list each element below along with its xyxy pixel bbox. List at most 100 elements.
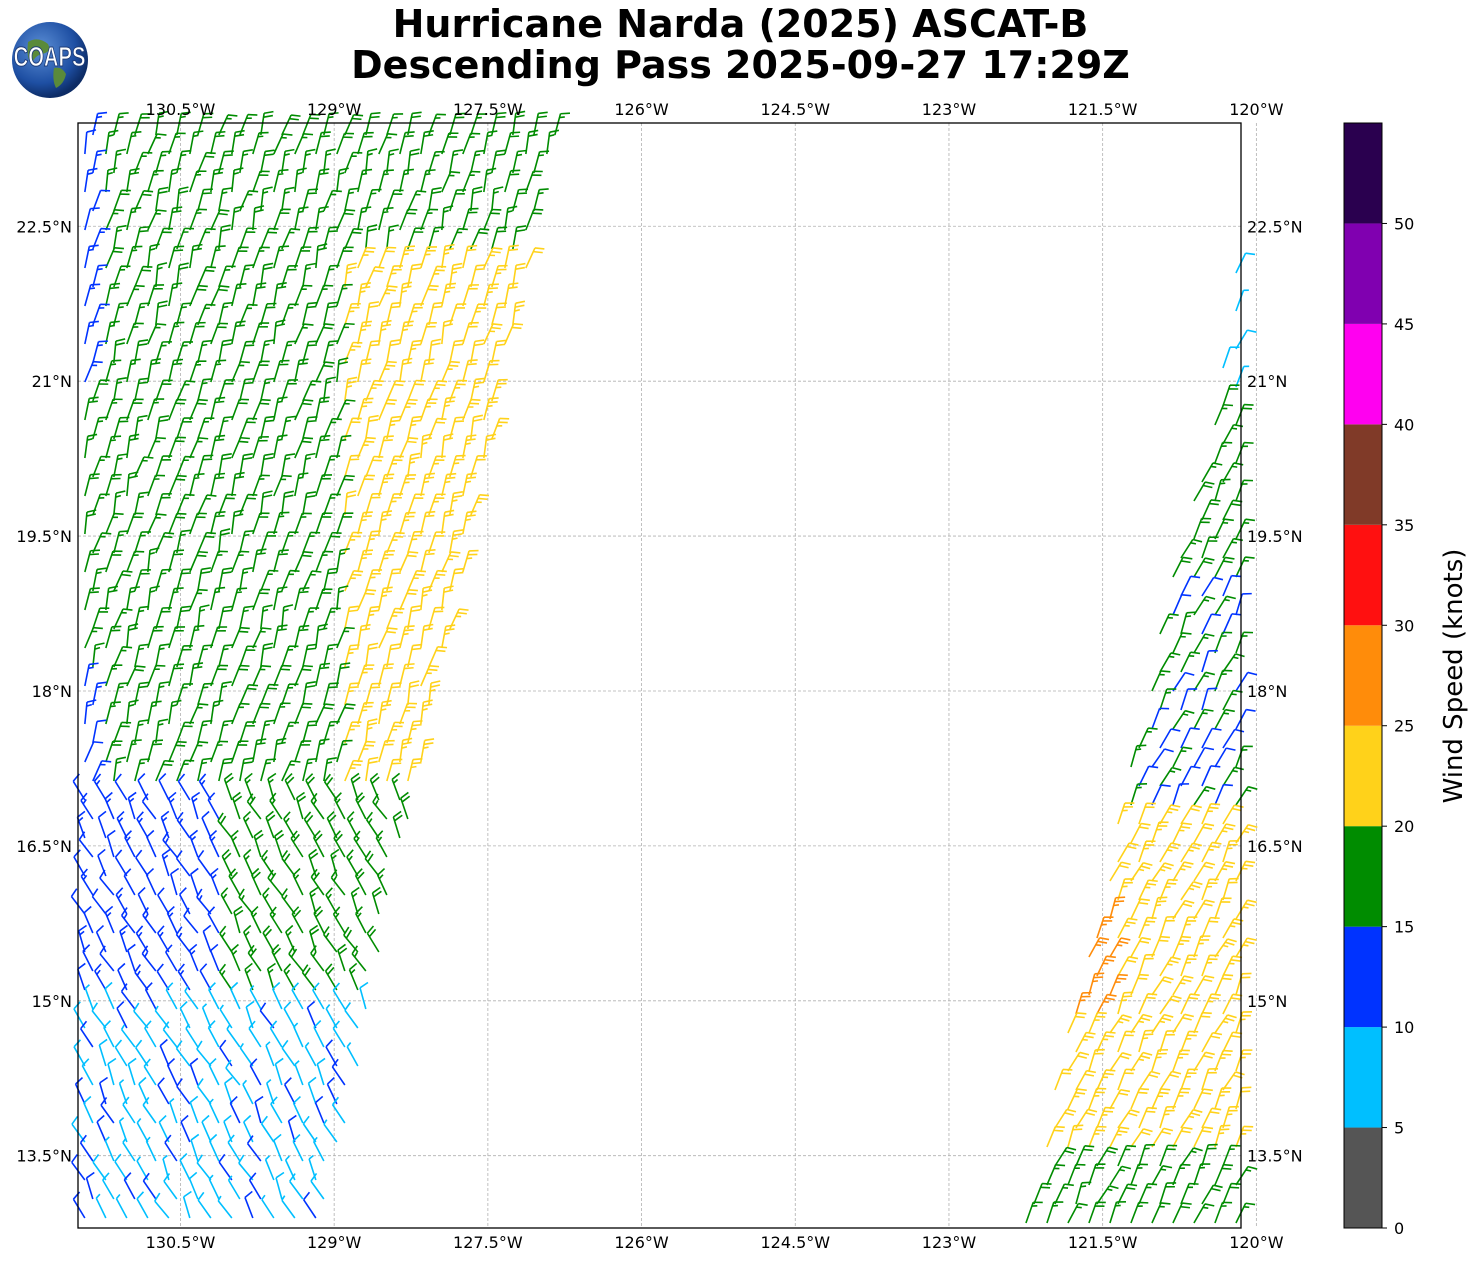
wind-barb <box>315 168 330 193</box>
wind-barb <box>1172 632 1192 654</box>
wind-barb <box>123 868 136 896</box>
wind-barb <box>92 416 109 440</box>
wind-barb <box>1138 727 1158 749</box>
wind-barb <box>428 606 445 630</box>
wind-barb <box>239 264 255 288</box>
wind-barb <box>420 208 439 231</box>
wind-barb <box>313 1020 325 1048</box>
wind-barb <box>273 281 287 307</box>
wind-barb <box>1180 1147 1203 1167</box>
wind-barb <box>1130 1128 1153 1148</box>
wind-barb <box>267 772 277 801</box>
wind-barb <box>105 512 124 535</box>
wind-barb <box>147 209 167 231</box>
wind-barb <box>441 396 456 421</box>
wind-barb <box>428 569 447 592</box>
wind-barb <box>322 926 338 953</box>
wind-barb <box>260 452 274 478</box>
wind-barb <box>344 151 363 174</box>
wind-barb <box>116 1001 128 1029</box>
wind-barb <box>1075 1031 1096 1053</box>
wind-barb <box>210 209 230 231</box>
wind-barb <box>407 452 421 478</box>
wind-barb <box>176 1078 191 1105</box>
wind-barb <box>210 586 226 611</box>
wind-barb <box>126 433 140 459</box>
wind-barb <box>161 848 171 877</box>
wind-barb <box>92 340 108 364</box>
wind-barb <box>175 1040 191 1067</box>
colorbar-bin <box>1344 725 1382 827</box>
wind-barb <box>120 983 136 1010</box>
wind-barb <box>1193 1163 1211 1186</box>
colorbar-label: Wind Speed (knots) <box>1439 549 1469 804</box>
wind-barb <box>136 811 149 839</box>
wind-barb <box>294 284 313 307</box>
wind-barb <box>197 682 214 706</box>
wind-barb <box>168 587 184 611</box>
wind-barb <box>127 943 136 972</box>
wind-barb <box>189 662 204 687</box>
wind-barb <box>1201 576 1224 597</box>
wind-barb <box>504 282 519 307</box>
wind-barb <box>273 133 293 155</box>
wind-barb <box>1138 1106 1157 1129</box>
wind-barb <box>184 986 199 1010</box>
wind-barb <box>260 227 279 250</box>
wind-barb <box>1193 746 1215 768</box>
wind-barb <box>273 434 288 459</box>
wind-barb <box>226 1024 241 1048</box>
wind-barb <box>84 433 98 459</box>
wind-barb <box>365 569 383 592</box>
colorbar-frame <box>1343 122 1383 1229</box>
wind-barb <box>323 607 341 630</box>
wind-barb <box>504 169 521 193</box>
wind-barb <box>391 772 401 801</box>
wind-barb <box>244 1190 254 1219</box>
wind-barb <box>1214 1201 1233 1224</box>
colorbar-tick-label: 35 <box>1394 516 1414 535</box>
wind-barb <box>249 985 262 1010</box>
wind-barb <box>1214 1163 1233 1186</box>
wind-barb <box>155 492 172 516</box>
lat-tick-label-left: 22.5°N <box>16 217 72 236</box>
wind-barb <box>315 474 333 497</box>
wind-barb <box>147 474 166 497</box>
lon-tick-label-bottom: 126°W <box>614 1233 669 1252</box>
wind-barb <box>197 494 217 516</box>
wind-barb <box>239 149 253 174</box>
wind-barb <box>1151 935 1170 958</box>
wind-barb <box>254 1095 264 1124</box>
wind-barb <box>260 569 279 592</box>
wind-barb <box>104 1136 115 1162</box>
wind-barb <box>157 887 170 915</box>
lon-tick-label-top: 129°W <box>307 100 362 119</box>
wind-barb <box>269 1020 283 1048</box>
wind-barb <box>441 509 455 535</box>
wind-barb <box>336 132 355 155</box>
wind-barb <box>105 435 122 459</box>
wind-barb <box>344 490 357 516</box>
wind-barb <box>1180 1030 1199 1053</box>
wind-barb <box>134 964 149 991</box>
lon-tick-label-bottom: 129°W <box>307 1233 362 1252</box>
wind-barb <box>294 167 307 193</box>
wind-barb <box>273 624 288 649</box>
wind-barb <box>281 1039 296 1067</box>
wind-barb <box>449 339 464 364</box>
wind-barb <box>1151 1165 1173 1186</box>
wind-barb <box>155 150 172 174</box>
wind-barb <box>386 224 399 250</box>
wind-barb <box>142 1172 157 1200</box>
wind-barb <box>1201 536 1219 559</box>
wind-barb <box>512 149 528 174</box>
wind-barb <box>113 530 129 554</box>
wind-barb <box>378 550 395 573</box>
wind-barb <box>365 811 380 839</box>
wind-barb <box>1235 403 1254 426</box>
wind-barb <box>1075 991 1092 1015</box>
wind-barb <box>1067 1163 1086 1186</box>
wind-barb <box>1117 1068 1136 1091</box>
wind-barb <box>201 1003 212 1029</box>
wind-barb <box>1235 823 1258 844</box>
